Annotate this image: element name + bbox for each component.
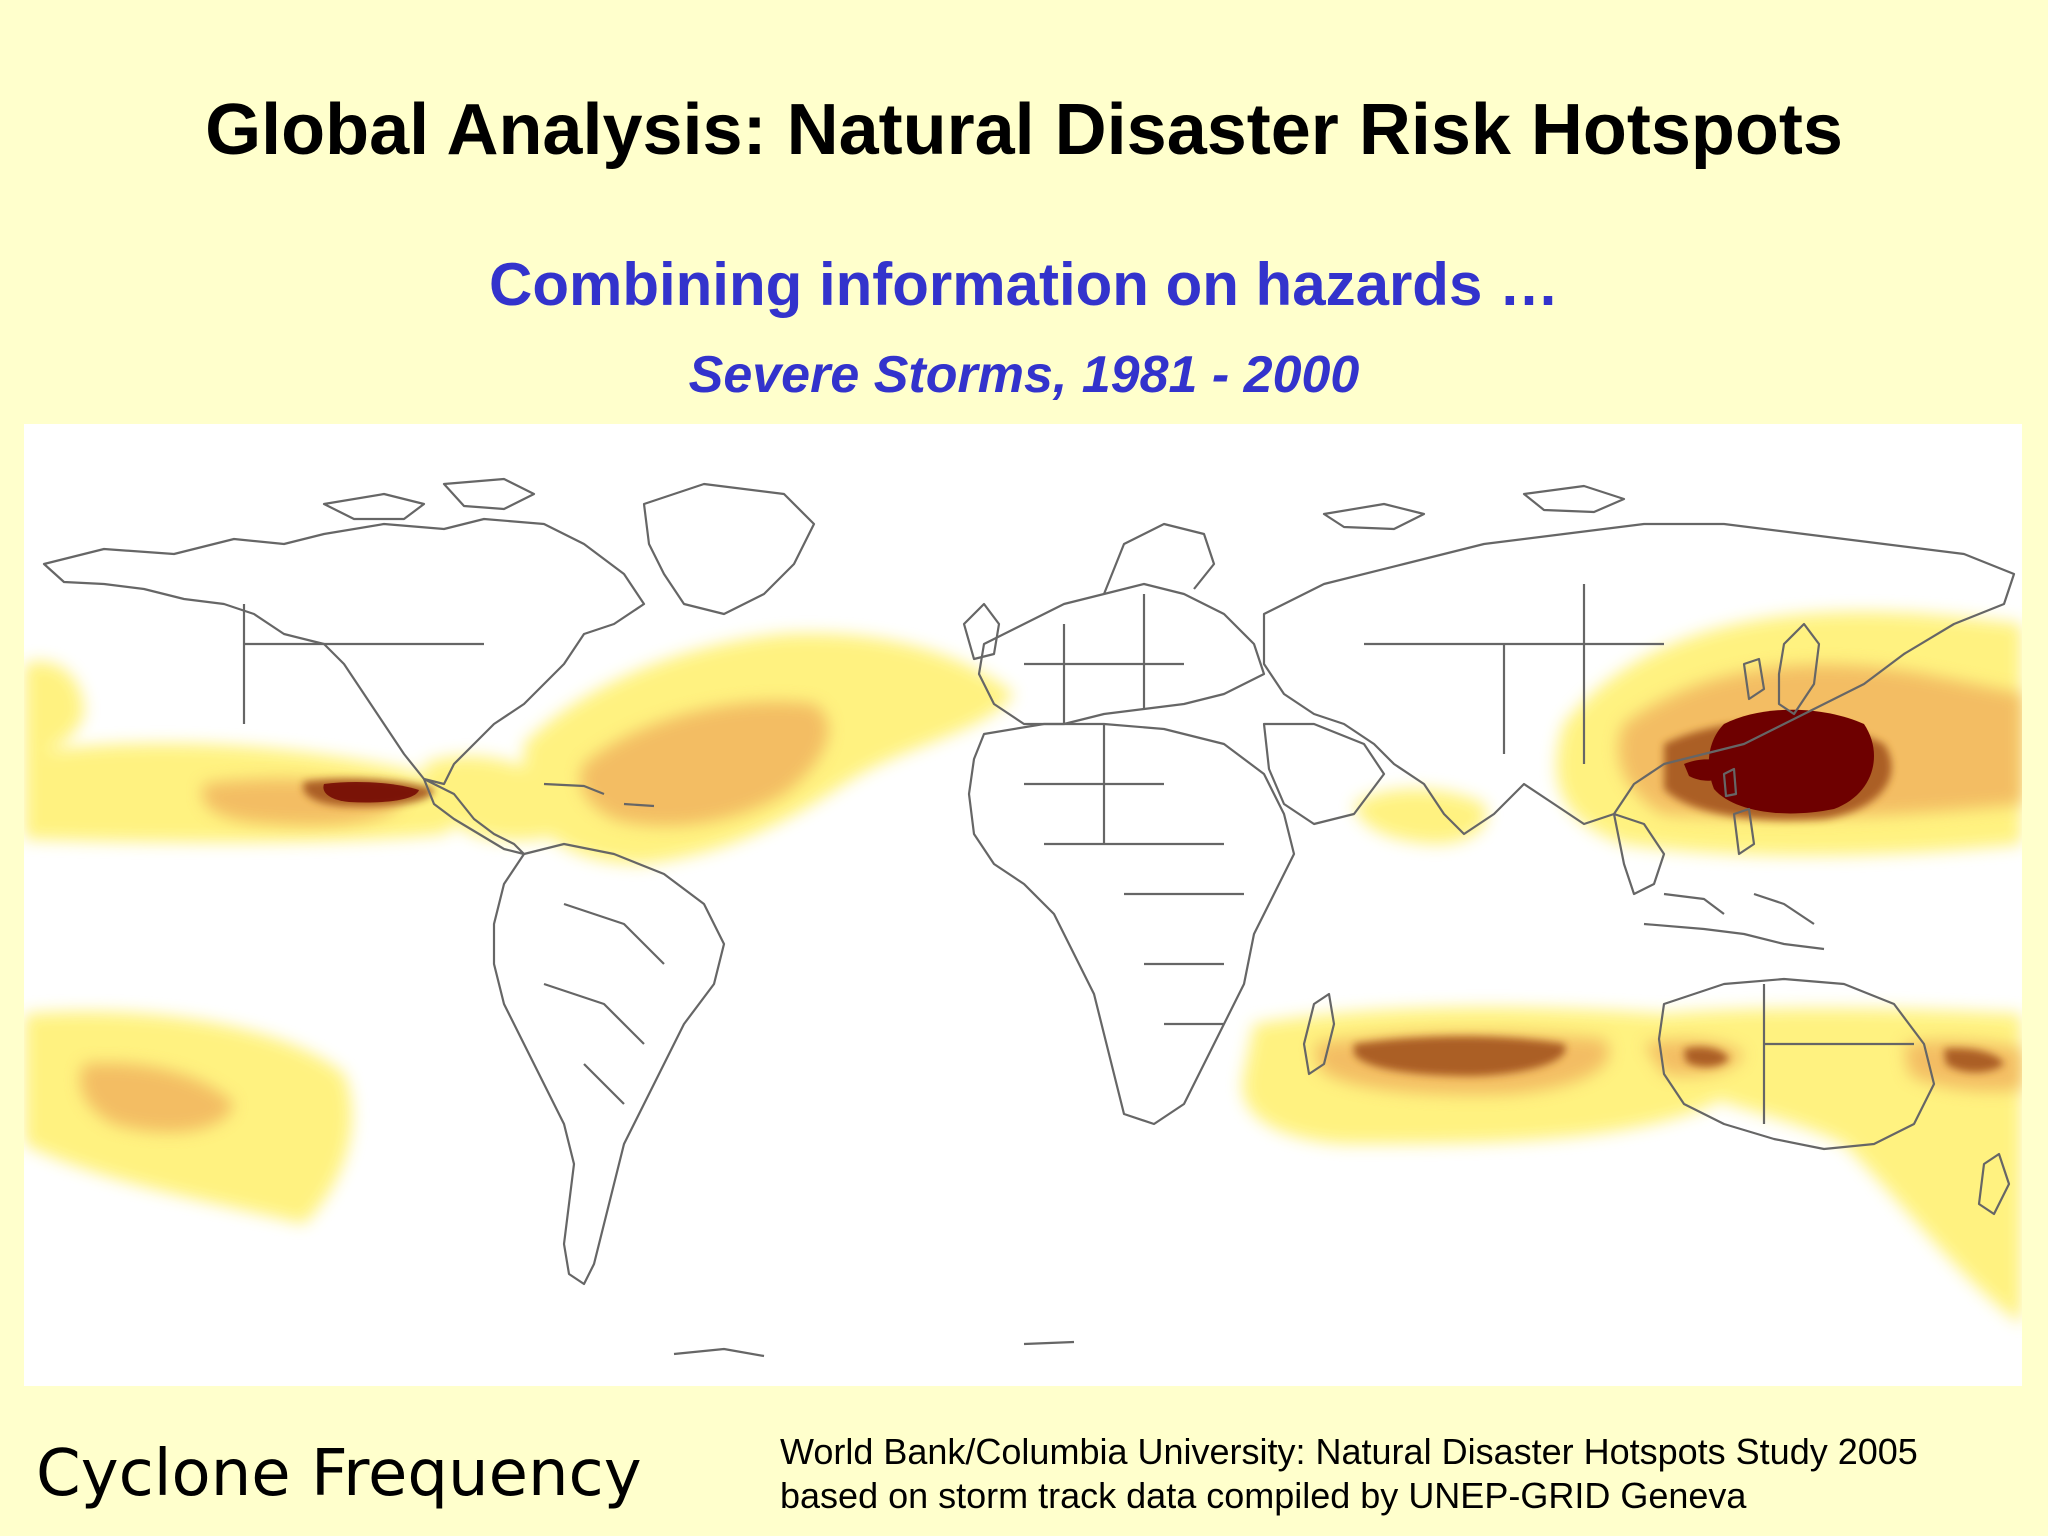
new-zealand-outline — [1977, 1152, 2011, 1216]
world-map-svg — [24, 424, 2022, 1386]
page-subtitle: Combining information on hazards … — [489, 251, 1559, 318]
legend-label: Cyclone Frequency — [36, 1437, 642, 1511]
credit-line-1: World Bank/Columbia University: Natural … — [780, 1431, 1918, 1472]
australia-outline — [1657, 977, 1936, 1151]
page-subtitle-detail: Severe Storms, 1981 - 2000 — [688, 346, 1360, 404]
country-outlines — [42, 477, 2016, 1358]
very-high-frequency-zones — [323, 709, 1874, 814]
north-america-outline — [42, 517, 646, 786]
indonesia-outline — [1643, 922, 1825, 951]
africa-outline — [967, 722, 1296, 1126]
page-title: Global Analysis: Natural Disaster Risk H… — [205, 90, 1843, 170]
credit-line-2: based on storm track data compiled by UN… — [780, 1475, 1747, 1516]
europe-outline — [977, 582, 1266, 726]
greenland-outline — [642, 482, 816, 616]
south-america-outline — [492, 842, 726, 1286]
uk-outline — [962, 602, 1001, 661]
source-credit: World Bank/Columbia University: Natural … — [780, 1430, 2030, 1518]
japan-outline — [1777, 622, 1821, 716]
cyclone-frequency-map — [24, 424, 2022, 1386]
asia-outline — [1262, 522, 2016, 836]
middle-east-outline — [1262, 722, 1386, 826]
map-background — [24, 424, 2022, 1386]
madagascar-outline — [1302, 992, 1336, 1076]
